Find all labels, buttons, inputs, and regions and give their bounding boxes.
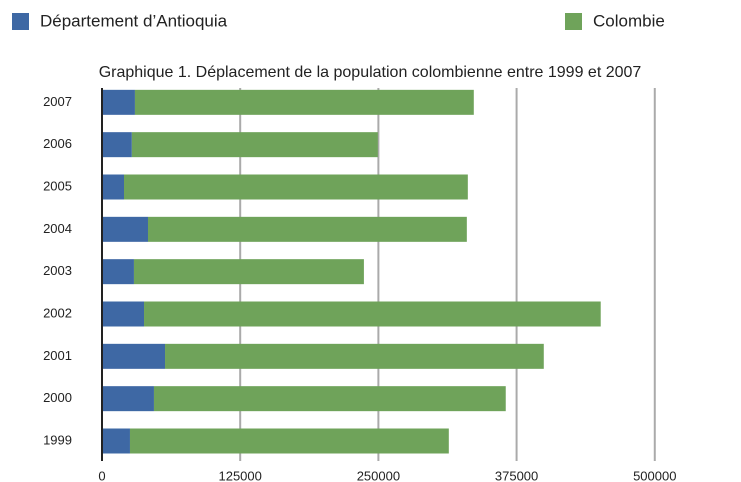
bar-segment bbox=[153, 386, 506, 412]
y-tick-label: 2000 bbox=[43, 390, 72, 405]
bar-segment bbox=[133, 259, 364, 285]
bar-segment bbox=[129, 428, 449, 454]
bar-segment bbox=[144, 301, 601, 327]
x-tick-label: 250000 bbox=[357, 468, 400, 482]
legend-swatch bbox=[12, 13, 29, 30]
legend-label: Département d’Antioquia bbox=[40, 11, 228, 30]
y-tick-label: 2001 bbox=[43, 348, 72, 363]
bar-segment bbox=[102, 89, 135, 115]
y-tick-label: 1999 bbox=[43, 432, 72, 447]
y-tick-label: 2004 bbox=[43, 221, 72, 236]
y-tick-label: 2003 bbox=[43, 263, 72, 278]
x-tick-label: 500000 bbox=[633, 468, 676, 482]
bar-segment bbox=[165, 343, 544, 369]
y-tick-label: 2006 bbox=[43, 136, 72, 151]
legend-swatch bbox=[565, 13, 582, 30]
chart-title: Graphique 1. Déplacement de la populatio… bbox=[99, 64, 642, 81]
bar-segment bbox=[102, 386, 154, 412]
bar-segment bbox=[102, 343, 166, 369]
y-tick-label: 2002 bbox=[43, 305, 72, 320]
x-tick-label: 125000 bbox=[218, 468, 261, 482]
bar-segment bbox=[102, 132, 132, 158]
bar-segment bbox=[102, 174, 125, 200]
bar-segment bbox=[102, 216, 148, 242]
bar-segment bbox=[102, 301, 145, 327]
bar-segment bbox=[124, 174, 468, 200]
bar-segment bbox=[131, 132, 378, 158]
bar-segment bbox=[147, 216, 467, 242]
y-tick-label: 2007 bbox=[43, 94, 72, 109]
legend-label: Colombie bbox=[593, 11, 665, 30]
bar-segment bbox=[102, 259, 134, 285]
bar-segment bbox=[102, 428, 130, 454]
bar-segment bbox=[134, 89, 474, 115]
x-tick-label: 375000 bbox=[495, 468, 538, 482]
y-tick-label: 2005 bbox=[43, 178, 72, 193]
x-tick-label: 0 bbox=[98, 468, 105, 482]
